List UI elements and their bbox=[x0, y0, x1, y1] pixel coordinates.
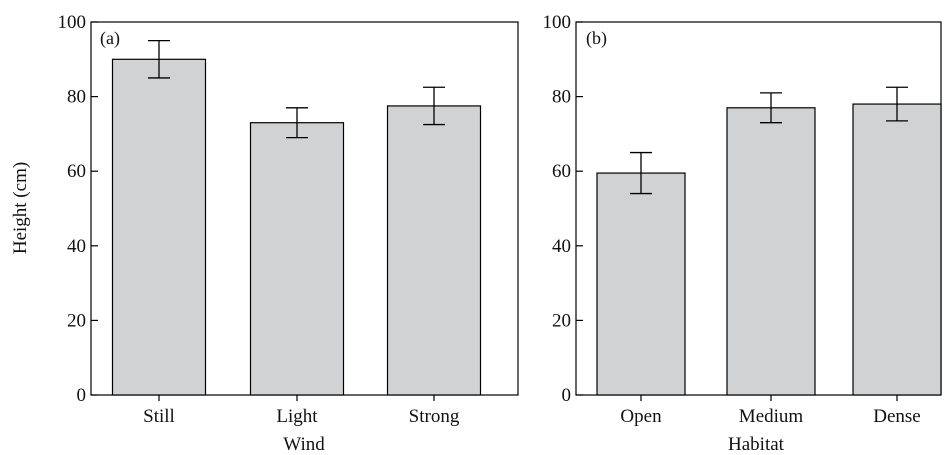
panel-b-label: (b) bbox=[586, 28, 607, 49]
panel-a-category-label: Strong bbox=[409, 406, 460, 427]
panel-a-category-label: Still bbox=[143, 406, 175, 427]
panel-b: (b) Habitat 0 20 40 60 80 100 Open Medium Dense bbox=[543, 12, 942, 455]
panel-a-y-tick-label: 40 bbox=[67, 236, 86, 257]
panel-a-y-tick-label: 20 bbox=[67, 310, 86, 331]
panel-b-y-tick-label: 80 bbox=[552, 87, 571, 108]
panel-b-bar-open bbox=[596, 172, 686, 396]
panel-b-category-label: Medium bbox=[739, 406, 804, 427]
panel-b-bars: Open Medium Dense bbox=[596, 86, 942, 427]
panel-a-y-tick-label: 100 bbox=[58, 12, 87, 33]
panel-a-label: (a) bbox=[100, 28, 120, 49]
panel-a: (a) Height (cm) Wind 0 20 40 60 80 100 Still L… bbox=[10, 12, 519, 455]
panel-b-bar-medium bbox=[726, 107, 816, 396]
panel-a-y-ticks: 0 20 40 60 80 100 bbox=[58, 12, 98, 406]
panel-a-bar-strong bbox=[386, 105, 482, 396]
panel-a-bar-light bbox=[249, 122, 345, 396]
panel-b-bar-dense bbox=[852, 103, 942, 396]
panel-b-y-tick-label: 100 bbox=[543, 12, 572, 33]
panel-b-category-label: Open bbox=[620, 406, 662, 427]
panel-a-y-tick-label: 60 bbox=[67, 161, 86, 182]
panel-b-y-tick-label: 60 bbox=[552, 161, 571, 182]
panel-a-bars: Still Light Strong bbox=[111, 40, 482, 427]
panel-a-category-label: Light bbox=[276, 406, 318, 427]
panel-b-y-ticks: 0 20 40 60 80 100 bbox=[543, 12, 583, 406]
panel-b-y-tick-label: 40 bbox=[552, 236, 571, 257]
panel-b-y-tick-label: 20 bbox=[552, 310, 571, 331]
panel-b-x-axis-label: Habitat bbox=[728, 434, 785, 455]
panel-a-y-tick-label: 80 bbox=[67, 87, 86, 108]
panel-a-bar-still bbox=[111, 58, 207, 396]
y-axis-label: Height (cm) bbox=[10, 162, 31, 254]
panel-b-y-tick-label: 0 bbox=[562, 385, 572, 406]
panel-a-y-tick-label: 0 bbox=[77, 385, 87, 406]
panel-a-x-axis-label: Wind bbox=[283, 434, 325, 455]
panel-b-category-label: Dense bbox=[873, 406, 920, 427]
